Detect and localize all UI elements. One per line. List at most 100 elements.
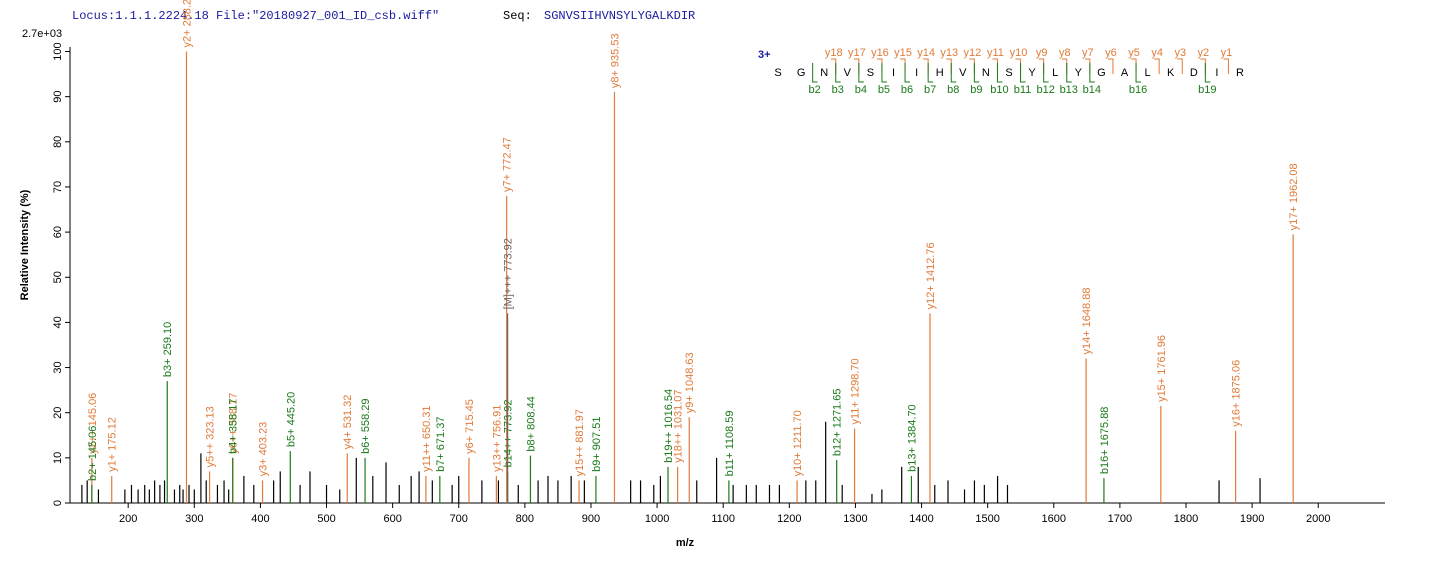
residue: I <box>892 67 895 79</box>
y-tick-label: 30 <box>52 361 64 373</box>
y-ion-marker <box>1038 58 1045 74</box>
ion-label: y14+ 1648.88 <box>1081 288 1093 355</box>
x-tick-label: 800 <box>516 513 534 525</box>
x-axis-label: m/z <box>676 537 695 549</box>
y-ion-marker <box>1084 58 1091 74</box>
ion-label: y15++ 881.97 <box>574 409 586 476</box>
ion-label: b7+ 671.37 <box>435 417 447 472</box>
b-ion-label: b5 <box>878 84 890 96</box>
x-tick-label: 300 <box>185 513 203 525</box>
b-ion-marker <box>1020 63 1026 83</box>
ion-label: b16+ 1675.88 <box>1099 407 1111 475</box>
ion-label: b6+ 558.29 <box>360 398 372 453</box>
x-tick-label: 400 <box>251 513 269 525</box>
ion-label: y4+ 531.32 <box>342 395 354 450</box>
y-ion-label: y15 <box>894 47 912 59</box>
charge-label: 3+ <box>758 49 771 61</box>
y-ion-marker <box>900 58 906 74</box>
b-ion-marker <box>1066 63 1072 83</box>
b-ion-label: b13 <box>1060 84 1078 96</box>
residue: S <box>1005 67 1012 79</box>
y-ion-marker <box>830 58 837 74</box>
y-ion-label: y10 <box>1010 47 1028 59</box>
ion-label: y18++ 1031.07 <box>673 389 685 462</box>
y-ion-marker <box>876 58 883 74</box>
y-tick-label: 80 <box>52 136 64 148</box>
y-ion-label: y9 <box>1036 47 1048 59</box>
ion-label: y15+ 1761.96 <box>1156 335 1168 402</box>
ion-label: b12+ 1271.65 <box>832 388 844 456</box>
x-tick-label: 1800 <box>1174 513 1198 525</box>
b-ion-marker <box>1089 63 1095 83</box>
b-ion-label: b14 <box>1083 84 1101 96</box>
ion-label: b4+ 358.17 <box>228 398 240 453</box>
y-ion-label: y17 <box>848 47 866 59</box>
b-ion-marker <box>881 63 887 83</box>
ion-label: y7+ 772.47 <box>502 137 514 192</box>
ion-label: b9+ 907.51 <box>591 417 603 472</box>
ion-label: y6+ 715.45 <box>464 399 476 454</box>
x-tick-label: 1700 <box>1108 513 1132 525</box>
ion-label: b8+ 808.44 <box>525 396 537 451</box>
ion-label: y5++ 323.13 <box>205 406 217 467</box>
y-ion-label: y4 <box>1151 47 1163 59</box>
y-ion-marker <box>946 58 952 74</box>
ion-label: b19++ 1016.54 <box>663 389 675 463</box>
x-tick-label: 1600 <box>1042 513 1066 525</box>
b-ion-marker <box>927 63 934 83</box>
header-seq: SGNVSIIHVNSYLYGALKDIR <box>544 9 695 23</box>
y-ion-label: y12 <box>963 47 981 59</box>
y-axis-label: Relative Intensity (%) <box>19 189 31 300</box>
b-ion-label: b8 <box>947 84 959 96</box>
b-ion-marker <box>973 63 980 83</box>
b-ion-label: b12 <box>1036 84 1054 96</box>
y-ion-marker <box>1061 58 1068 74</box>
ion-label: y8+ 935.53 <box>609 33 621 88</box>
header-seq-label: Seq: <box>503 9 532 23</box>
y-ion-marker <box>1200 58 1206 74</box>
residue: N <box>820 67 828 79</box>
y-ion-label: y8 <box>1059 47 1071 59</box>
ion-label: y11++ 650.31 <box>421 405 433 471</box>
y-ion-label: y16 <box>871 47 889 59</box>
b-ion-marker <box>950 63 957 83</box>
residue: G <box>797 67 806 79</box>
x-tick-label: 1400 <box>909 513 933 525</box>
ion-label: b14++ 773.92 <box>503 399 515 467</box>
y-ion-marker <box>923 58 929 74</box>
y-ion-label: y18 <box>825 47 843 59</box>
y-ion-label: y6 <box>1105 47 1117 59</box>
y-ion-label: y2 <box>1198 47 1210 59</box>
x-tick-label: 200 <box>119 513 137 525</box>
b-ion-label: b6 <box>901 84 913 96</box>
b-ion-marker <box>1043 63 1049 83</box>
residue: L <box>1052 67 1058 79</box>
y-ion-marker <box>1015 58 1022 74</box>
ion-label: y2++ 145.06 <box>87 393 99 454</box>
x-tick-label: 1300 <box>843 513 867 525</box>
x-tick-label: 2000 <box>1306 513 1330 525</box>
x-tick-label: 500 <box>317 513 335 525</box>
y-ion-marker <box>1107 58 1114 74</box>
y-ion-marker <box>1131 58 1137 74</box>
ion-label: y1+ 175.12 <box>107 417 119 472</box>
residue: V <box>959 67 967 79</box>
residue: K <box>1167 67 1175 79</box>
ion-label: y6++ 358.17 <box>228 393 240 454</box>
y-tick-label: 40 <box>52 316 64 328</box>
residue: I <box>1215 67 1218 79</box>
y-ion-label: y13 <box>940 47 958 59</box>
x-tick-label: 600 <box>383 513 401 525</box>
residue: V <box>844 67 852 79</box>
ion-label: b3+ 259.10 <box>162 322 174 377</box>
b-ion-label: b2 <box>809 84 821 96</box>
ion-label: b2+ 145.06 <box>87 426 99 481</box>
ion-label: b13+ 1384.70 <box>906 404 918 472</box>
y-tick-label: 10 <box>52 452 64 464</box>
residue: Y <box>1075 67 1083 79</box>
residue: R <box>1236 67 1244 79</box>
b-ion-marker <box>812 63 818 83</box>
y-ion-label: y14 <box>917 47 935 59</box>
y-tick-label: 20 <box>52 407 64 419</box>
